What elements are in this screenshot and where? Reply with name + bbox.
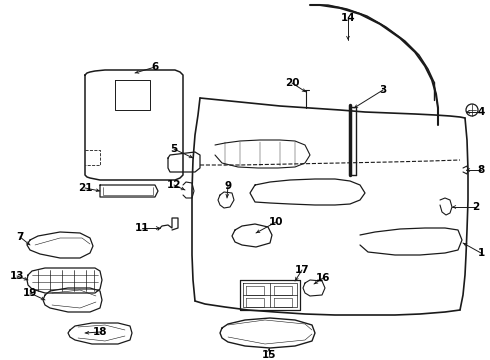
Text: 12: 12 bbox=[167, 180, 181, 190]
Text: 3: 3 bbox=[379, 85, 387, 95]
Text: 8: 8 bbox=[477, 165, 485, 175]
Text: 13: 13 bbox=[10, 271, 24, 281]
Text: 11: 11 bbox=[135, 223, 149, 233]
Text: 15: 15 bbox=[262, 350, 276, 360]
Text: 14: 14 bbox=[341, 13, 355, 23]
Text: 5: 5 bbox=[171, 144, 178, 154]
Text: 1: 1 bbox=[477, 248, 485, 258]
Text: 2: 2 bbox=[472, 202, 480, 212]
Text: 17: 17 bbox=[294, 265, 309, 275]
Text: 16: 16 bbox=[316, 273, 330, 283]
Text: 7: 7 bbox=[16, 232, 24, 242]
Text: 19: 19 bbox=[23, 288, 37, 298]
Text: 9: 9 bbox=[224, 181, 232, 191]
Text: 4: 4 bbox=[477, 107, 485, 117]
Text: 18: 18 bbox=[93, 327, 107, 337]
Text: 10: 10 bbox=[269, 217, 283, 227]
Text: 21: 21 bbox=[78, 183, 92, 193]
Text: 6: 6 bbox=[151, 62, 159, 72]
Text: 20: 20 bbox=[285, 78, 299, 88]
